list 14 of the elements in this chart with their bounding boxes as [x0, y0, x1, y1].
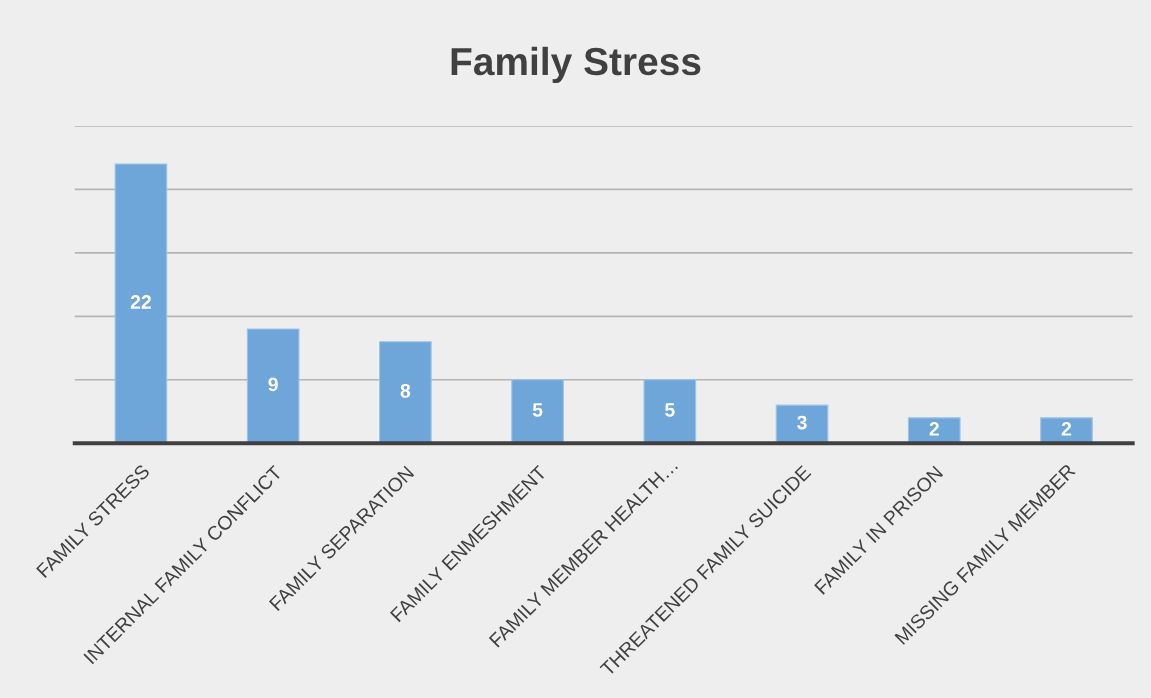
- bar: [511, 379, 564, 444]
- chart-title: Family Stress: [451, 46, 701, 84]
- data-label: 2: [929, 421, 939, 436]
- bar: [643, 379, 697, 444]
- data-label: 9: [268, 377, 278, 392]
- data-label: 22: [130, 295, 151, 309]
- bar: [114, 163, 168, 444]
- data-label: 3: [797, 415, 807, 430]
- data-label: 8: [400, 383, 411, 398]
- data-label: 5: [665, 403, 675, 417]
- data-label: 5: [532, 403, 543, 417]
- bar: [379, 341, 432, 444]
- data-label: 2: [1061, 421, 1072, 436]
- bar: [246, 328, 300, 444]
